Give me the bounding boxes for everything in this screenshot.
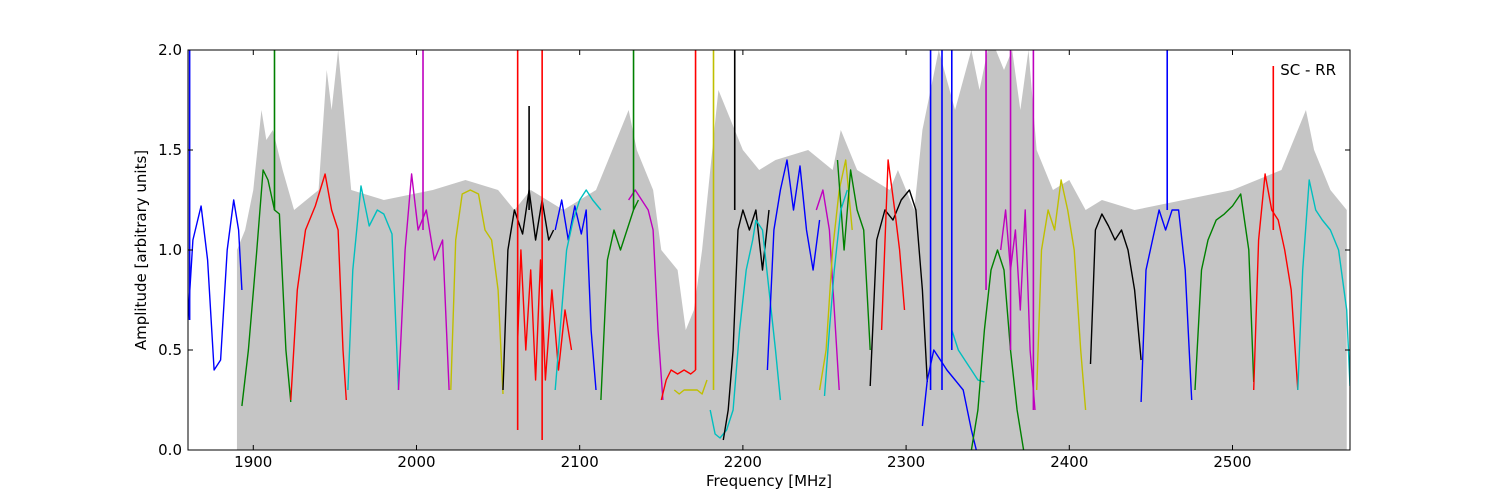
x-tick-label: 2200: [724, 453, 762, 471]
y-tick-label: 1.5: [158, 141, 182, 159]
x-axis-label: Frequency [MHz]: [706, 472, 832, 490]
y-tick-label: 2.0: [158, 41, 182, 59]
background-envelope: [236, 50, 1347, 450]
series-line-29: [1036, 179, 1087, 411]
series-line-27: [970, 249, 1025, 450]
series-line-24: [880, 159, 906, 331]
series-line-10: [554, 189, 602, 391]
x-tick-label: 2500: [1213, 453, 1251, 471]
series-line-26: [951, 329, 985, 383]
y-tick-label: 0.5: [158, 341, 182, 359]
series-line-4: [347, 185, 400, 391]
x-tick-label: 2000: [397, 453, 435, 471]
series-line-17: [755, 219, 782, 401]
x-axis-ticks: 1900 2000 2100 2200 2300 2400 2500: [234, 50, 1252, 471]
series-line-21: [836, 159, 871, 351]
series-layer: [188, 50, 1350, 450]
series-line-31: [1140, 209, 1193, 403]
series-line-14: [673, 379, 708, 395]
series-line-22: [823, 189, 848, 397]
series-line-20: [818, 159, 853, 391]
series-line-12: [628, 189, 664, 401]
series-line-6: [450, 189, 504, 395]
y-axis-ticks: 0.0 0.5 1.0 1.5 2.0: [158, 41, 1350, 459]
x-tick-label: 2400: [1050, 453, 1088, 471]
chart-annotation: SC - RR: [1280, 61, 1336, 79]
x-tick-label: 2100: [561, 453, 599, 471]
series-line-32: [1194, 193, 1255, 391]
x-tick-label: 2300: [887, 453, 925, 471]
series-line-16: [722, 209, 770, 441]
y-tick-label: 0.0: [158, 441, 182, 459]
series-line-3: [290, 173, 347, 401]
series-line-25: [921, 349, 977, 450]
series-line-15: [709, 219, 757, 439]
y-tick-label: 1.0: [158, 241, 182, 259]
series-line-13: [660, 369, 697, 401]
series-line-2: [241, 169, 292, 407]
background-envelope-area: [236, 50, 1347, 450]
series-line-1: [188, 199, 243, 371]
series-line-30: [1089, 213, 1142, 365]
series-line-28: [1000, 209, 1036, 411]
series-line-34: [1297, 179, 1350, 391]
series-line-23: [869, 189, 928, 387]
series-line-9: [554, 199, 597, 391]
series-line-8: [517, 249, 573, 381]
series-line-18: [766, 159, 821, 371]
x-tick-label: 1900: [234, 453, 272, 471]
series-line-5: [397, 173, 450, 391]
y-axis-label: Amplitude [arbitrary units]: [132, 150, 150, 350]
series-line-19: [815, 189, 840, 391]
series-line-33: [1253, 173, 1299, 391]
